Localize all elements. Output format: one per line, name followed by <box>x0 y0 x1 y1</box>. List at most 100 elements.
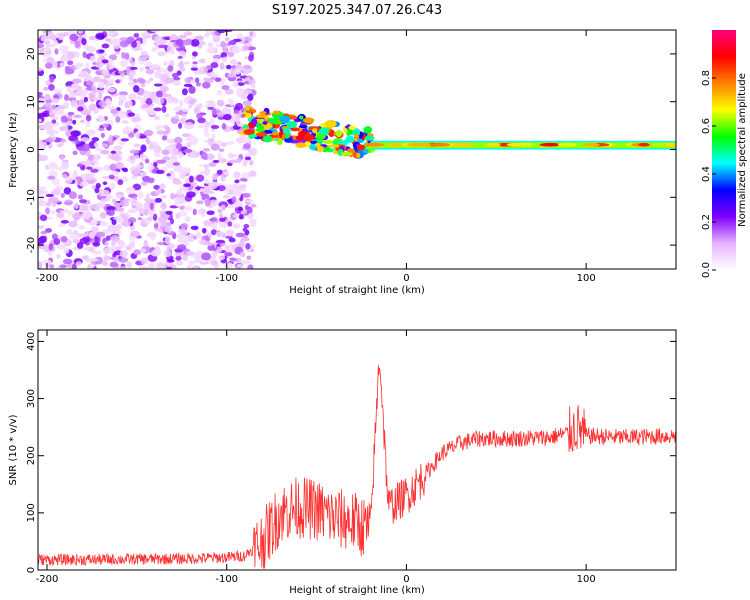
colorbar-ticks: 0.0 0.2 0.4 0.6 0.8 <box>701 70 716 278</box>
heatmap-noise-cell <box>242 45 250 51</box>
heatmap-noise-cell <box>39 214 48 222</box>
heatmap-transition-cell <box>347 129 353 135</box>
heatmap-noise-cell <box>117 70 127 74</box>
heatmap-noise-cell <box>75 90 85 97</box>
heatmap-noise-cell <box>70 83 78 89</box>
heatmap-noise-cell <box>104 241 109 247</box>
heatmap-noise-cell <box>80 137 90 142</box>
heatmap-noise-cell <box>48 243 54 251</box>
heatmap-noise-cell <box>102 181 108 186</box>
heatmap-noise-cell <box>151 64 160 69</box>
heatmap-noise-cell <box>44 93 51 101</box>
heatmap-noise-cell <box>85 75 92 79</box>
heatmap-noise-cell <box>95 250 102 255</box>
heatmap-noise-cell <box>78 99 85 107</box>
heatmap-noise-cell <box>56 244 66 250</box>
heatmap-noise-cell <box>121 51 126 59</box>
snr-x-tick-label: 100 <box>577 574 596 585</box>
heatmap-noise-cell <box>76 241 84 249</box>
heatmap-noise-cell <box>232 80 239 88</box>
heatmap-noise-cell <box>133 85 140 93</box>
heatmap-noise-cell <box>182 39 192 46</box>
heatmap-noise-cell <box>114 224 123 230</box>
snr-axes: -200 -100 0 100 0 100 200 300 400 <box>26 330 676 585</box>
heatmap-noise-cell <box>218 212 224 219</box>
heatmap-noise-cell <box>128 93 137 101</box>
heatmap-noise-cell <box>244 204 250 210</box>
heatmap-noise-cell <box>165 210 173 215</box>
heatmap-noise-cell <box>227 204 235 209</box>
heatmap-noise-cell <box>174 252 184 257</box>
heatmap-noise-cell <box>60 192 65 198</box>
heatmap-noise-cell <box>205 30 211 36</box>
heatmap-noise-cell <box>47 175 56 180</box>
heatmap-noise-cell <box>228 154 238 158</box>
heatmap-noise-cell <box>228 237 236 243</box>
heatmap-noise-cell <box>183 148 193 153</box>
heatmap-noise-cell <box>250 203 257 208</box>
heatmap-noise-cell <box>190 225 199 230</box>
heatmap-stable-band-cell <box>559 142 575 147</box>
heatmap-noise-cell <box>216 249 223 253</box>
heatmap-noise-cell <box>105 235 111 241</box>
heatmap-transition-cell <box>340 151 353 156</box>
heatmap-noise-cell <box>208 181 218 190</box>
heatmap-noise-cell <box>172 162 181 166</box>
heatmap-noise-cell <box>147 263 154 269</box>
heatmap-noise-cell <box>92 177 97 183</box>
heatmap-noise-cell <box>81 143 91 152</box>
heatmap-noise-cell <box>221 85 230 91</box>
heatmap-noise-cell <box>166 259 175 263</box>
heatmap-noise-cell <box>239 196 244 202</box>
heatmap-noise-cell <box>234 187 242 195</box>
heatmap-noise-cell <box>66 85 72 93</box>
heatmap-noise-cell <box>68 91 77 98</box>
heatmap-transition-cell <box>279 115 291 123</box>
heatmap-noise-cell <box>197 117 206 124</box>
heatmap-noise-cell <box>241 260 251 264</box>
heatmap-noise-cell <box>42 259 52 264</box>
heatmap-noise-cell <box>107 78 115 84</box>
heatmap-noise-cell <box>147 165 155 171</box>
heatmap-noise-cell <box>227 221 233 227</box>
heatmap-noise-cell <box>59 210 68 214</box>
heatmap-noise-cell <box>66 210 74 216</box>
heatmap-noise-cell <box>219 40 227 48</box>
heatmap-noise-cell <box>86 166 93 170</box>
heatmap-noise-cell <box>115 162 124 170</box>
heatmap-noise-cell <box>75 261 82 266</box>
heatmap-transition-cell <box>362 148 369 153</box>
heatmap-noise-cell <box>166 45 174 54</box>
heatmap-noise-cell <box>77 194 84 200</box>
heatmap-noise-cell <box>122 127 132 133</box>
heatmap-noise-cell <box>231 196 237 204</box>
heatmap-noise-cell <box>62 258 73 265</box>
heatmap-noise-cell <box>130 60 136 66</box>
heatmap-noise-cell <box>110 150 117 155</box>
heatmap-noise-cell <box>170 218 175 225</box>
heatmap-noise-cell <box>107 65 114 70</box>
heatmap-noise-cell <box>197 125 207 129</box>
heatmap-noise-cell <box>173 106 183 112</box>
heatmap-noise-cell <box>77 73 87 78</box>
spectrogram-y-tick-label: -10 <box>26 189 37 205</box>
heatmap-noise-cell <box>104 38 111 42</box>
heatmap-noise-cell <box>140 144 147 153</box>
heatmap-noise-cell <box>66 56 71 62</box>
heatmap-noise-cell <box>38 188 44 196</box>
heatmap-noise-cell <box>233 223 241 229</box>
heatmap-noise-cell <box>140 32 151 37</box>
heatmap-noise-cell <box>138 266 149 269</box>
heatmap-noise-cell <box>59 154 64 161</box>
heatmap-noise-cell <box>182 167 192 175</box>
heatmap-noise-cell <box>53 88 63 93</box>
heatmap-noise-cell <box>198 239 207 245</box>
heatmap-noise-cell <box>89 172 95 179</box>
heatmap-noise-cell <box>173 97 179 105</box>
heatmap-noise-cell <box>158 39 168 44</box>
heatmap-noise-cell <box>224 245 230 252</box>
heatmap-noise-cell <box>160 202 167 210</box>
snr-x-tick-label: 0 <box>403 574 409 585</box>
heatmap-noise-cell <box>193 106 200 114</box>
heatmap-noise-cell <box>140 82 146 88</box>
